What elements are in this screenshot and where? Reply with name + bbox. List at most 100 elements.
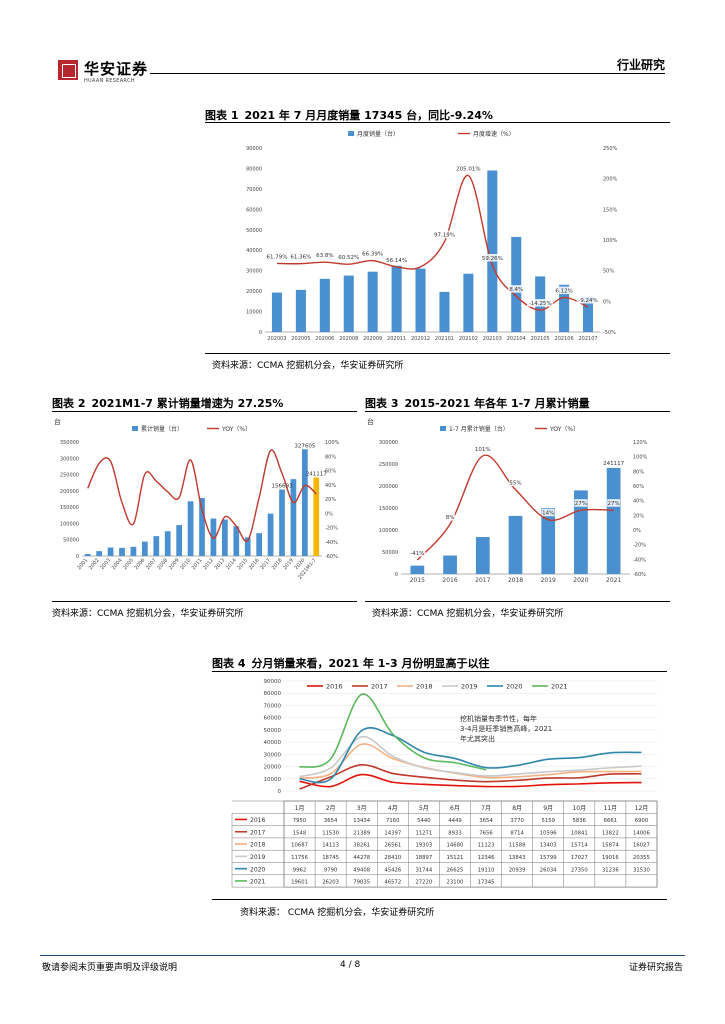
table-cell: 10841 — [571, 830, 588, 836]
legend-label: 2016 — [326, 683, 343, 691]
data-label: 6.12% — [555, 289, 572, 295]
x-tick-label: 2021 — [606, 577, 621, 584]
table-cell: 46572 — [384, 880, 401, 886]
data-label-bg — [315, 251, 335, 259]
fig1-source: 资料来源：CCMA 挖掘机分会，华安证券研究所 — [212, 361, 404, 371]
table-cell: 5836 — [573, 818, 587, 824]
y-left-tick-label: 150000 — [379, 506, 398, 512]
table-cell: 5440 — [417, 818, 431, 824]
legend-label: 2021 — [551, 683, 568, 691]
y-right-tick-label: 150% — [603, 207, 618, 213]
x-tick-label: 2011 — [191, 557, 204, 571]
y-right-tick-label: -40% — [325, 540, 338, 546]
y-right-tick-label: 80% — [633, 469, 644, 475]
table-row-label: 2020 — [250, 866, 265, 873]
data-label-bg — [445, 513, 455, 521]
table-header-cell: 10月 — [572, 805, 586, 812]
data-label: 66.39% — [362, 252, 383, 258]
table-cell: 23100 — [447, 880, 464, 886]
y-left-tick-label: 0 — [259, 330, 262, 336]
table-cell: 6661 — [604, 818, 617, 824]
table-header-cell: 2月 — [326, 805, 336, 812]
series-line-2018 — [299, 743, 642, 779]
table-cell: 28410 — [384, 855, 401, 861]
table-cell: 7160 — [386, 818, 400, 824]
table-cell: 10687 — [291, 843, 308, 849]
bar — [511, 236, 522, 332]
data-label: 241117 — [306, 472, 327, 478]
fig2-number: 图表 2 — [52, 397, 86, 410]
y-tick-label: 60000 — [264, 716, 282, 722]
y-tick-label: 20000 — [264, 765, 282, 771]
fig3-rule — [365, 411, 670, 412]
fig3-title: 图表 3 2015-2021 年各年 1-7 月累计销量 — [365, 395, 590, 411]
fig4-source: 资料来源： CCMA 挖掘机分会，华安证券研究所 — [240, 908, 435, 918]
fig4-chart: 0 10000 20000 30000 40000 50000 60000 70000 8000… — [231, 679, 658, 888]
y-tick-label: 80000 — [264, 691, 282, 697]
data-label: 55% — [509, 481, 521, 487]
data-label-bg — [576, 296, 600, 304]
y-right-tick-label: -60% — [325, 554, 338, 560]
bar — [487, 170, 498, 332]
table-cell: 10596 — [540, 830, 557, 836]
y-right-tick-label: 0% — [325, 511, 333, 517]
x-tick-label: 202104 — [507, 336, 526, 342]
legend-bar-label: 1-7 月累计销量（台） — [449, 425, 509, 433]
table-cell: 15121 — [447, 855, 464, 861]
table-cell: 11530 — [322, 830, 339, 836]
bar — [367, 271, 378, 332]
x-tick-label: 2009 — [168, 557, 181, 571]
y-right-tick-label: 20% — [325, 497, 336, 503]
bar — [415, 268, 426, 332]
y-right-tick-label: -20% — [633, 543, 646, 549]
table-cell: 11123 — [478, 843, 495, 849]
bar — [256, 533, 262, 556]
data-label-bg — [337, 253, 361, 261]
annotation-note: 挖机销量有季节性，每年 — [460, 714, 537, 723]
y-right-tick-label: 50% — [603, 269, 614, 275]
table-cell: 1548 — [293, 830, 307, 836]
table-cell: 7950 — [293, 818, 307, 824]
bar — [153, 536, 160, 556]
data-label: 61.36% — [290, 255, 311, 261]
fig3-title-text: 2015-2021 年各年 1-7 月累计销量 — [404, 397, 590, 410]
x-tick-label: 202103 — [483, 336, 502, 342]
table-cell: 44278 — [353, 855, 370, 861]
y-tick-label: 70000 — [264, 703, 282, 709]
footer-divider — [40, 955, 685, 956]
data-label-bg — [385, 255, 409, 264]
bar — [443, 555, 457, 574]
table-cell: 3770 — [510, 818, 524, 824]
annotation-note: 年尤其突出 — [460, 734, 495, 743]
table-cell: 17027 — [571, 855, 588, 861]
x-tick-label: 202107 — [578, 336, 597, 342]
table-cell: 12346 — [478, 855, 495, 861]
x-tick-label: 202012 — [411, 336, 430, 342]
x-tick-label: 202011 — [387, 336, 406, 342]
fig4-source-rule — [212, 899, 667, 900]
bar — [541, 508, 556, 574]
fig3-source: 资料来源：CCMA 挖掘机分会，华安证券研究所 — [372, 609, 564, 619]
fig4-rule — [212, 671, 667, 672]
table-cell: 27350 — [571, 867, 588, 873]
table-cell: 49408 — [353, 867, 370, 873]
legend-line-label: YOY（%） — [549, 426, 579, 433]
y-tick-label: 0 — [278, 789, 282, 795]
table-cell: 45426 — [384, 867, 401, 873]
y-left-tick-label: 250000 — [379, 462, 398, 468]
y-left-tick-label: 50000 — [246, 228, 262, 234]
x-tick-label: 2012 — [202, 557, 215, 571]
y-left-tick-label: 150000 — [60, 505, 79, 511]
fig2-source: 资料来源：CCMA 挖掘机分会，华安证券研究所 — [52, 609, 244, 619]
data-label: 8.4% — [509, 287, 523, 293]
table-cell: 4449 — [448, 818, 461, 824]
table-row-label: 2018 — [250, 842, 265, 849]
data-label-bg — [508, 285, 525, 293]
series-line-2019 — [299, 736, 642, 778]
y-left-tick-label: 100000 — [60, 521, 79, 527]
x-tick-label: 2015 — [410, 577, 425, 584]
table-cell: 19601 — [291, 880, 308, 886]
bar — [267, 513, 274, 556]
y-right-tick-label: 80% — [325, 454, 336, 460]
fig3-number: 图表 3 — [365, 397, 399, 410]
